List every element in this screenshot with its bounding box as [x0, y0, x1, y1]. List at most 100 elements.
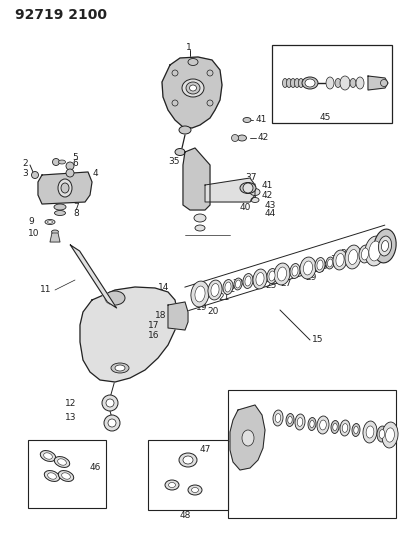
Circle shape: [32, 172, 38, 179]
Circle shape: [108, 419, 116, 427]
Polygon shape: [183, 148, 210, 210]
Text: 8: 8: [73, 208, 79, 217]
Ellipse shape: [298, 78, 304, 87]
Text: 10: 10: [28, 229, 40, 238]
Ellipse shape: [288, 416, 292, 424]
Circle shape: [232, 134, 238, 141]
Ellipse shape: [348, 249, 358, 264]
Text: 92719 2100: 92719 2100: [15, 8, 107, 22]
Ellipse shape: [359, 245, 371, 263]
Ellipse shape: [45, 220, 55, 224]
Ellipse shape: [305, 79, 315, 87]
Ellipse shape: [290, 263, 300, 278]
Ellipse shape: [369, 241, 381, 261]
Polygon shape: [80, 287, 178, 382]
Ellipse shape: [286, 414, 294, 426]
Ellipse shape: [269, 271, 275, 281]
Text: 6: 6: [72, 159, 78, 168]
Text: 14: 14: [158, 284, 169, 293]
Ellipse shape: [236, 280, 240, 288]
Ellipse shape: [188, 485, 202, 495]
Ellipse shape: [377, 426, 387, 442]
Ellipse shape: [234, 278, 242, 290]
Ellipse shape: [335, 78, 341, 87]
Text: 48: 48: [179, 511, 191, 520]
Ellipse shape: [52, 230, 58, 234]
Ellipse shape: [362, 248, 368, 260]
Text: 18: 18: [155, 311, 166, 320]
Text: 47: 47: [200, 446, 211, 455]
Ellipse shape: [192, 488, 198, 492]
Ellipse shape: [336, 254, 344, 266]
Ellipse shape: [366, 426, 374, 438]
Text: 33: 33: [340, 249, 352, 259]
Text: 13: 13: [65, 414, 76, 423]
Circle shape: [380, 79, 388, 86]
Polygon shape: [205, 178, 255, 202]
Polygon shape: [181, 225, 385, 313]
Ellipse shape: [165, 480, 179, 490]
Ellipse shape: [191, 281, 209, 307]
Ellipse shape: [54, 457, 70, 467]
Circle shape: [172, 100, 178, 106]
Text: 42: 42: [258, 133, 269, 142]
Polygon shape: [230, 405, 265, 470]
Polygon shape: [168, 302, 188, 330]
Ellipse shape: [243, 273, 253, 288]
Text: 31: 31: [320, 261, 332, 270]
Ellipse shape: [275, 414, 281, 422]
Text: 25: 25: [265, 280, 276, 289]
Ellipse shape: [208, 280, 222, 300]
Text: 41: 41: [262, 181, 273, 190]
Ellipse shape: [363, 421, 377, 443]
Ellipse shape: [382, 240, 388, 252]
Text: 27: 27: [280, 279, 291, 287]
Ellipse shape: [253, 269, 267, 289]
Circle shape: [106, 399, 114, 407]
Ellipse shape: [331, 421, 339, 433]
Text: 36: 36: [215, 193, 226, 203]
Ellipse shape: [195, 286, 205, 302]
Ellipse shape: [195, 225, 205, 231]
Circle shape: [207, 70, 213, 76]
Ellipse shape: [320, 420, 326, 430]
Ellipse shape: [48, 221, 52, 223]
Circle shape: [102, 395, 118, 411]
Ellipse shape: [379, 430, 385, 438]
Text: 34: 34: [368, 240, 379, 249]
Ellipse shape: [240, 182, 256, 193]
Circle shape: [66, 162, 74, 170]
Ellipse shape: [302, 77, 318, 89]
Ellipse shape: [282, 78, 288, 87]
Ellipse shape: [356, 77, 364, 89]
Ellipse shape: [326, 257, 334, 269]
Ellipse shape: [44, 453, 52, 459]
Ellipse shape: [382, 422, 398, 448]
Ellipse shape: [245, 276, 251, 286]
Circle shape: [207, 100, 213, 106]
Ellipse shape: [54, 211, 66, 215]
Ellipse shape: [274, 263, 290, 285]
Ellipse shape: [186, 82, 200, 94]
Ellipse shape: [61, 183, 69, 193]
Text: 26: 26: [274, 271, 285, 280]
Ellipse shape: [58, 160, 66, 164]
Ellipse shape: [225, 282, 231, 292]
Ellipse shape: [175, 149, 185, 156]
Polygon shape: [50, 233, 60, 242]
Ellipse shape: [328, 259, 332, 267]
Ellipse shape: [297, 418, 303, 426]
Text: 35: 35: [168, 157, 180, 166]
Ellipse shape: [58, 459, 66, 465]
Text: 24: 24: [253, 273, 264, 282]
Ellipse shape: [48, 473, 56, 479]
Text: 2: 2: [22, 158, 28, 167]
Text: 41: 41: [256, 116, 267, 125]
Text: 32: 32: [330, 255, 341, 264]
Text: 4: 4: [93, 169, 99, 179]
Ellipse shape: [378, 236, 392, 256]
Bar: [228, 390, 396, 518]
Ellipse shape: [290, 78, 296, 87]
Ellipse shape: [352, 424, 360, 437]
Ellipse shape: [340, 420, 350, 436]
